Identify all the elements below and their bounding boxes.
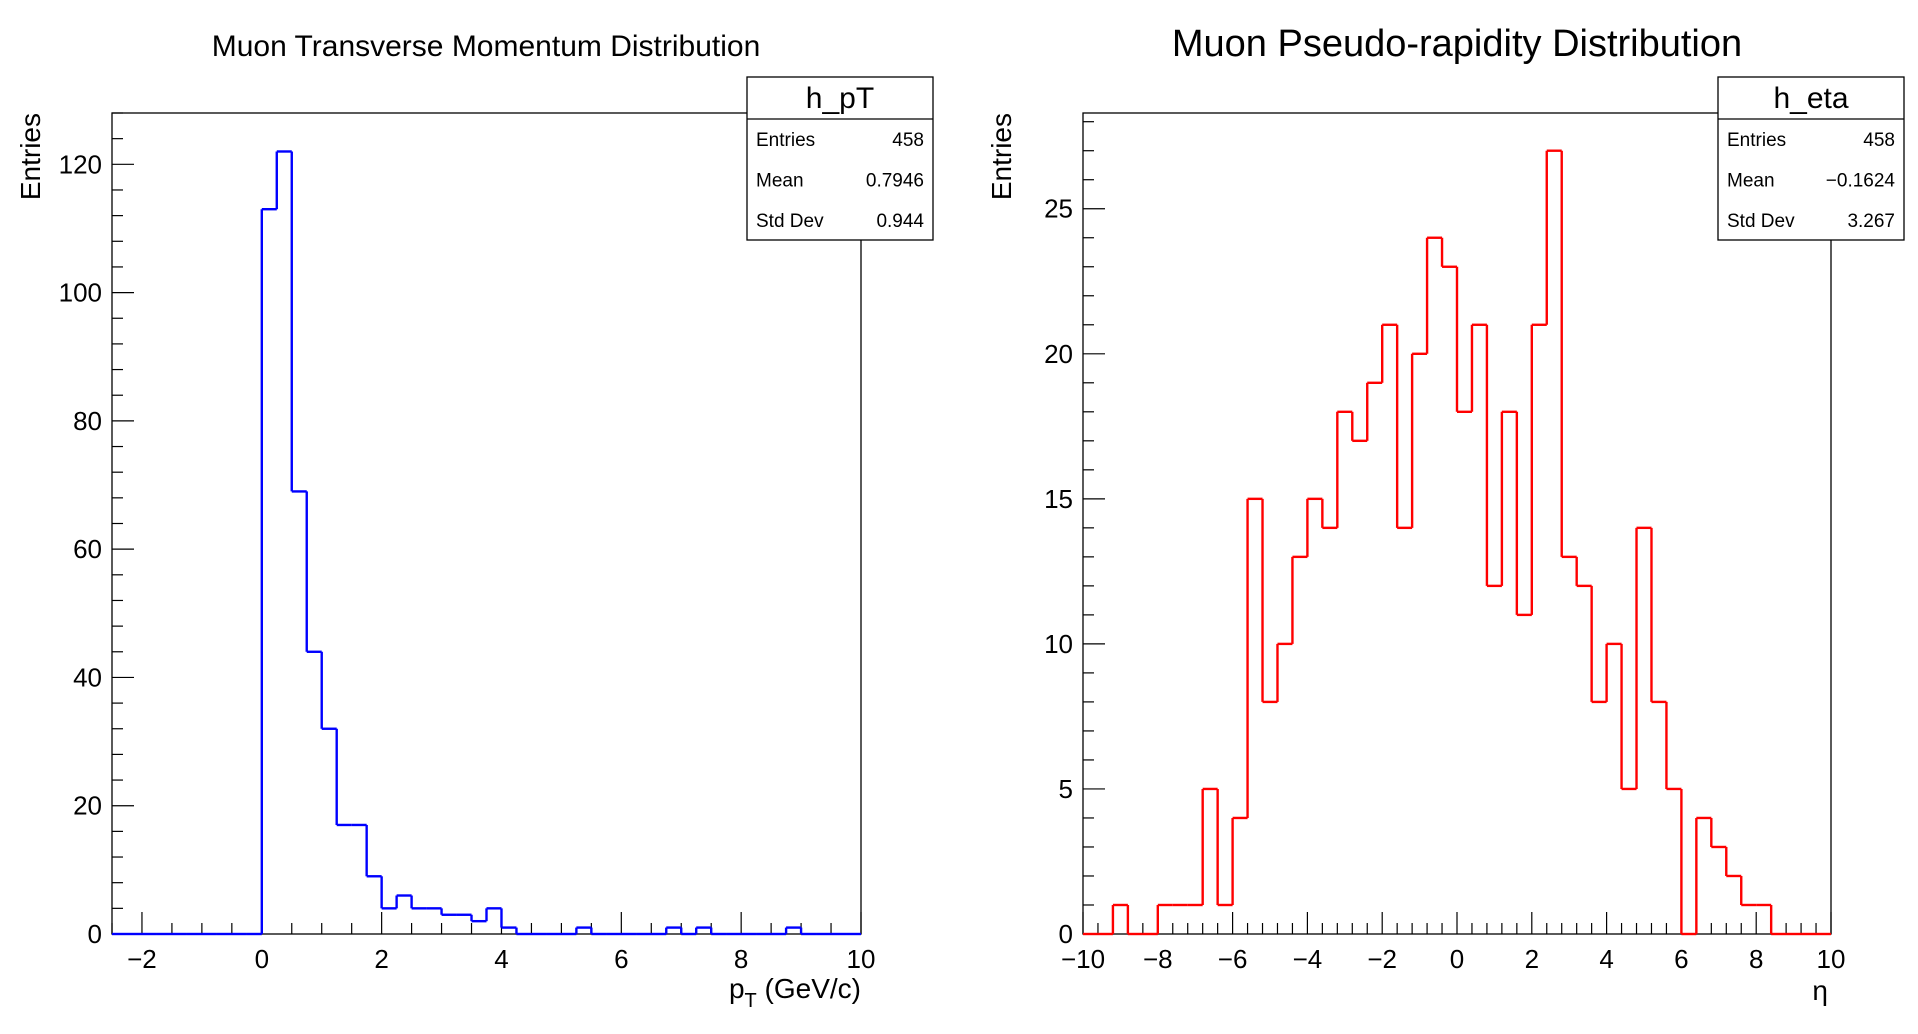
x-axis-label-subscript: T [745, 990, 757, 1012]
y-tick-label: 120 [59, 149, 102, 179]
y-tick-label: 80 [73, 406, 102, 436]
x-tick-label: 6 [1674, 944, 1688, 974]
y-axis: 0 20 40 60 80 100 120 [59, 112, 134, 949]
x-axis: −2 0 2 4 6 8 10 [111, 912, 876, 974]
x-axis: −10 −8 −6 −4 −2 0 2 4 6 8 10 [1061, 912, 1846, 974]
x-tick-label: 2 [374, 944, 388, 974]
y-axis-label: Entries [15, 113, 46, 200]
x-tick-label: 8 [734, 944, 748, 974]
x-axis-label: pT (GeV/c) [729, 973, 861, 1012]
stats-row-label: Std Dev [1727, 211, 1795, 232]
histogram-series [112, 150, 861, 936]
y-tick-label: 0 [88, 919, 102, 949]
stats-row-label: Entries [1727, 130, 1786, 151]
stats-box-frame [1717, 76, 1905, 241]
x-axis-label-unit: (GeV/c) [757, 973, 861, 1004]
stats-box: h_pT Entries 458 Mean 0.7946 Std Dev 0.944 [746, 76, 934, 241]
x-tick-label: −4 [1293, 944, 1323, 974]
stats-row-value: 458 [892, 130, 924, 151]
x-tick-label: 2 [1525, 944, 1539, 974]
x-axis-label-main: p [729, 973, 745, 1004]
stats-row-label: Mean [756, 171, 804, 192]
stats-row-value: 458 [1863, 130, 1895, 151]
y-tick-label: 15 [1044, 484, 1073, 514]
chart-title: Muon Pseudo-rapidity Distribution [1172, 23, 1742, 65]
y-tick-label: 10 [1044, 629, 1073, 659]
y-tick-label: 40 [73, 662, 102, 692]
y-tick-label: 60 [73, 534, 102, 564]
stats-histogram-name: h_pT [806, 82, 874, 115]
y-axis-label: Entries [986, 113, 1017, 200]
chart-panel-2: Muon Pseudo-rapidity Distribution −10 −8 −6… [986, 23, 1905, 1006]
stats-row-label: Entries [756, 130, 815, 151]
stats-histogram-name: h_eta [1773, 82, 1848, 115]
x-tick-label: 8 [1749, 944, 1763, 974]
x-tick-label: −2 [127, 944, 157, 974]
y-tick-label: 25 [1044, 194, 1073, 224]
y-tick-label: 20 [1044, 339, 1073, 369]
stats-row-value: 0.7946 [866, 171, 924, 192]
y-tick-label: 0 [1059, 919, 1073, 949]
stats-row-value: 0.944 [876, 211, 924, 232]
histogram-series [1083, 149, 1831, 936]
stats-row-label: Mean [1727, 171, 1775, 192]
x-tick-label: 10 [1817, 944, 1846, 974]
chart-panel-1: Muon Transverse Momentum Distribution−2 0… [15, 30, 934, 1012]
x-tick-label: 4 [494, 944, 508, 974]
y-tick-label: 20 [73, 791, 102, 821]
y-axis: 0 5 10 15 20 25 [1044, 121, 1105, 949]
x-tick-label: 0 [1450, 944, 1464, 974]
stats-box-frame [746, 76, 934, 241]
x-tick-label: −10 [1061, 944, 1105, 974]
x-tick-label: 0 [255, 944, 269, 974]
x-tick-label: 10 [847, 944, 876, 974]
y-tick-label: 5 [1059, 774, 1073, 804]
chart-title: Muon Transverse Momentum Distribution [212, 30, 761, 63]
stats-row-value: −0.1624 [1826, 171, 1896, 192]
stats-row-value: 3.267 [1847, 211, 1895, 232]
stats-row-label: Std Dev [756, 211, 824, 232]
x-axis-label: η [1812, 975, 1828, 1006]
x-tick-label: −2 [1367, 944, 1397, 974]
x-tick-label: −8 [1143, 944, 1173, 974]
x-tick-label: −6 [1218, 944, 1248, 974]
stats-box: h_eta Entries 458 Mean −0.1624 Std Dev 3.267 [1717, 76, 1905, 241]
x-tick-label: 6 [614, 944, 628, 974]
x-tick-label: 4 [1599, 944, 1613, 974]
y-tick-label: 100 [59, 278, 102, 308]
